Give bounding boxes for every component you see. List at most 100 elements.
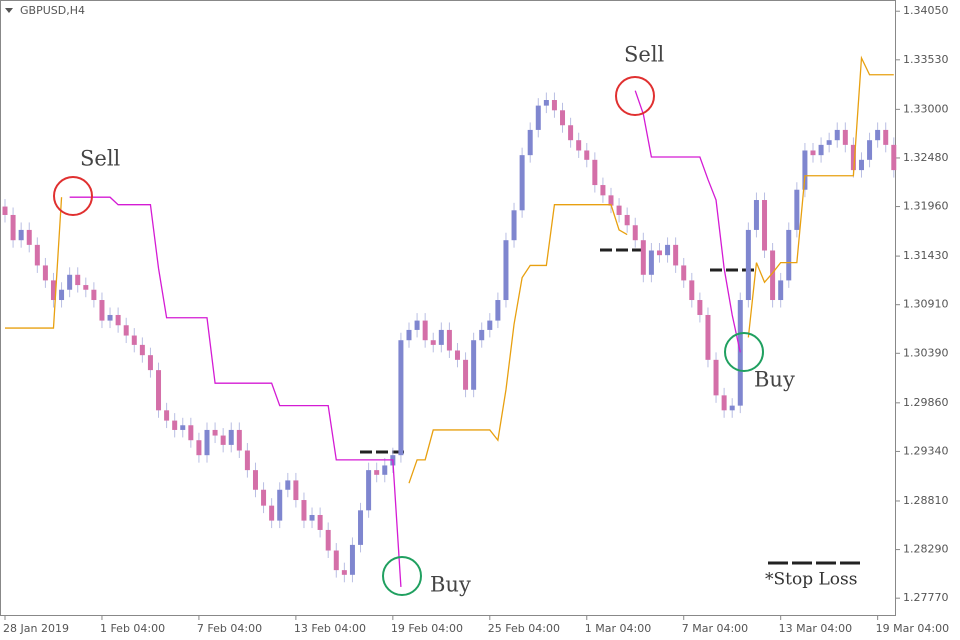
candle-body — [721, 395, 727, 411]
y-tick-label: 1.31960 — [903, 200, 949, 213]
candle-body — [632, 225, 638, 241]
candle-body — [681, 265, 687, 281]
candle-body — [285, 480, 291, 490]
candle-body — [786, 229, 792, 281]
x-tick-label: 19 Mar 04:00 — [876, 622, 949, 635]
menu-arrow — [5, 8, 13, 13]
candle-body — [479, 329, 485, 341]
candle-body — [293, 480, 299, 501]
candle-body — [495, 300, 501, 321]
candle-body — [34, 244, 40, 266]
y-tick-label: 1.27770 — [903, 591, 949, 604]
candle-body — [875, 129, 881, 141]
candle-body — [487, 320, 493, 330]
candle-body — [600, 185, 606, 196]
candle-body — [2, 206, 8, 215]
candle-body — [560, 110, 566, 126]
signal-label: Buy — [754, 368, 795, 392]
candle-body — [252, 470, 258, 490]
candle-body — [535, 105, 541, 130]
candle-body — [269, 505, 275, 521]
candle-body — [430, 340, 436, 345]
candle-body — [818, 144, 824, 156]
candle-body — [810, 150, 816, 156]
candle-body — [640, 240, 646, 275]
candle-body — [123, 325, 129, 336]
candle-body — [762, 200, 768, 251]
stop-loss-note: *Stop Loss — [765, 570, 857, 590]
x-tick-label: 1 Mar 04:00 — [585, 622, 651, 635]
candle-body — [236, 429, 242, 451]
candle-body — [778, 280, 784, 301]
candle-body — [139, 344, 145, 356]
candle-body — [794, 189, 800, 230]
candle-body — [220, 435, 226, 445]
candle-body — [261, 489, 267, 506]
candle-body — [244, 450, 250, 471]
candle-body — [228, 429, 234, 445]
candle-body — [414, 320, 420, 330]
candle-body — [301, 500, 307, 521]
candle-body — [665, 244, 671, 256]
candle-body — [770, 250, 776, 301]
x-tick-label: 7 Feb 04:00 — [197, 622, 262, 635]
candle-body — [454, 350, 460, 360]
candle-body — [802, 150, 808, 190]
plot-frame — [0, 0, 896, 616]
candle-body — [867, 140, 873, 160]
y-tick-label: 1.30910 — [903, 298, 949, 311]
candle-body — [10, 214, 16, 241]
candle-body — [834, 129, 840, 141]
x-tick-label: 28 Jan 2019 — [3, 622, 69, 635]
y-tick-label: 1.33530 — [903, 53, 949, 66]
candle-body — [75, 274, 81, 286]
candle-body — [317, 514, 323, 530]
candle-body — [503, 240, 509, 301]
x-tick-label: 1 Feb 04:00 — [100, 622, 165, 635]
candle-body — [826, 140, 832, 145]
candle-body — [616, 205, 622, 215]
signal-circle — [724, 332, 764, 372]
candle-body — [196, 440, 202, 456]
candle-body — [99, 300, 105, 321]
candle-body — [188, 425, 194, 441]
candle-body — [753, 200, 759, 230]
candle-body — [107, 314, 113, 321]
candle-body — [156, 370, 162, 411]
signal-circle — [615, 76, 655, 116]
candle-body — [204, 429, 210, 456]
candle-body — [527, 129, 533, 156]
y-tick-label: 1.31430 — [903, 249, 949, 262]
symbol-label: GBPUSD,H4 — [20, 4, 85, 17]
candle-body — [568, 125, 574, 141]
candle-body — [511, 210, 517, 241]
candle-body — [341, 570, 347, 575]
candle-body — [551, 100, 557, 111]
candle-body — [737, 300, 743, 406]
candle-body — [164, 410, 170, 421]
y-tick-label: 1.30390 — [903, 346, 949, 359]
candle-body — [576, 140, 582, 151]
candle-body — [406, 329, 412, 341]
candle-body — [519, 155, 525, 211]
candle-body — [438, 329, 444, 345]
candle-body — [398, 340, 404, 456]
y-tick-label: 1.29860 — [903, 396, 949, 409]
candle-body — [745, 229, 751, 301]
candle-body — [624, 214, 630, 226]
candle-body — [26, 229, 32, 245]
candle-body — [543, 100, 549, 106]
candle-body — [180, 425, 186, 430]
candle-body — [689, 280, 695, 301]
stop-loss-marks — [360, 248, 864, 565]
candle-body — [309, 514, 315, 521]
candle-body — [592, 159, 598, 186]
candle-body — [131, 335, 137, 345]
candle-body — [842, 129, 848, 145]
candle-body — [172, 420, 178, 430]
candle-body — [91, 289, 97, 301]
signal-label: Sell — [624, 43, 665, 67]
candle-body — [115, 314, 121, 326]
x-tick-label: 13 Mar 04:00 — [779, 622, 852, 635]
